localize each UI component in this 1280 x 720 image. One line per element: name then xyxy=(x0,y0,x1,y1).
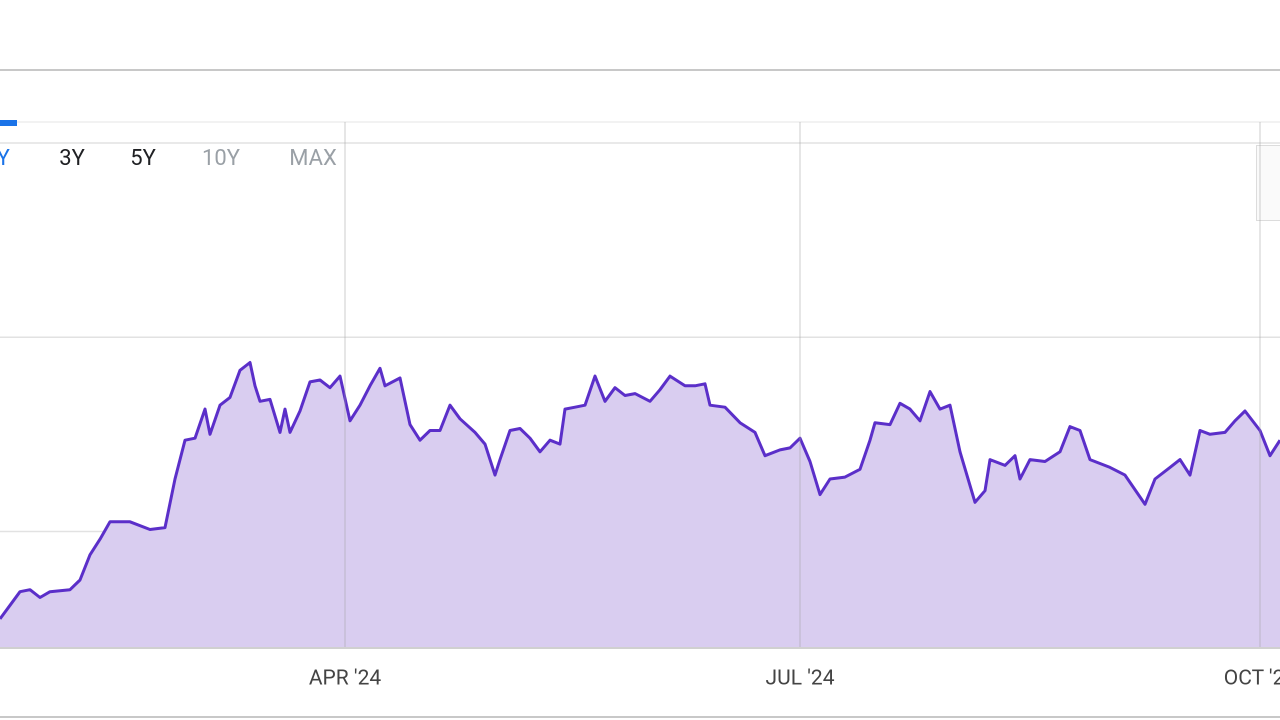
range-button[interactable]: 3Y xyxy=(59,146,85,171)
range-button: MAX xyxy=(289,146,337,171)
range-button[interactable]: 5Y xyxy=(130,146,156,171)
range-selector: 1Y 3Y 5Y 10Y MAX xyxy=(0,146,337,171)
area-fill xyxy=(0,362,1280,648)
range-button[interactable]: 1Y xyxy=(0,146,11,171)
active-tab-indicator xyxy=(0,120,17,126)
x-tick-label: JUL '24 xyxy=(766,667,835,691)
range-button: 10Y xyxy=(202,146,241,171)
plot-area: APR '24 JUL '24 OCT '24 xyxy=(0,122,1280,691)
price-line xyxy=(0,361,1280,620)
side-control[interactable] xyxy=(1256,145,1280,221)
x-tick-label: APR '24 xyxy=(309,667,382,691)
x-tick-label: OCT '24 xyxy=(1224,667,1280,691)
